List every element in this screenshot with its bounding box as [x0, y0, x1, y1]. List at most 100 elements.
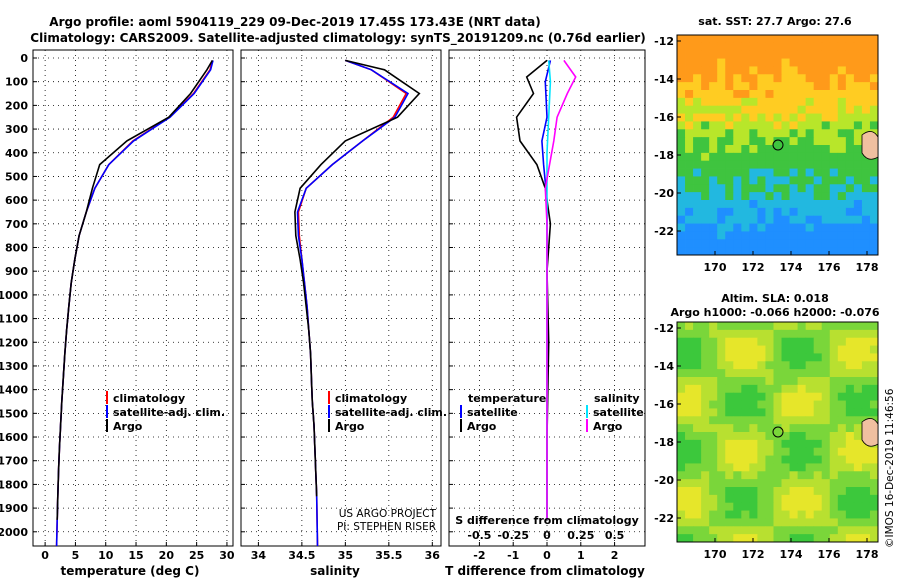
map-cell: [853, 463, 863, 472]
map-cell: [805, 526, 815, 535]
map-cell: [845, 329, 855, 339]
map-cell: [765, 90, 774, 99]
map-cell: [725, 384, 734, 394]
map-cell: [765, 369, 774, 378]
map-cell: [789, 247, 798, 256]
depth-tick-label: 1000: [0, 289, 28, 302]
map-cell: [693, 408, 702, 417]
map-cell: [709, 97, 718, 107]
map-cell: [749, 192, 758, 201]
map-cell: [845, 168, 855, 177]
map-cell: [701, 463, 710, 472]
map-cell: [701, 50, 710, 59]
lat-tick-label: -12: [654, 35, 674, 48]
map-cell: [845, 35, 855, 44]
map-cell: [781, 239, 790, 248]
map-cell: [733, 129, 742, 138]
map-cell: [765, 416, 774, 425]
depth-tick-label: 1600: [0, 431, 28, 444]
map-cell: [837, 74, 847, 83]
map-cell: [845, 247, 855, 256]
map-cell: [693, 160, 702, 169]
map-cell: [701, 129, 710, 138]
map-cell: [821, 439, 831, 449]
map-cell: [693, 239, 702, 248]
map-cell: [797, 479, 807, 488]
depth-tick-label: 100: [5, 76, 28, 89]
map-cell: [765, 463, 774, 472]
map-cell: [845, 384, 855, 394]
map-cell: [845, 113, 855, 122]
map-cell: [805, 424, 815, 433]
map-cell: [789, 322, 798, 331]
map-cell: [709, 455, 718, 464]
map-cell: [733, 184, 742, 193]
map-cell: [749, 345, 758, 354]
map-cell: [749, 215, 758, 224]
map-cell: [805, 361, 815, 370]
map-cell: [677, 184, 686, 193]
legend-label-climatology: climatology: [335, 392, 407, 405]
map-cell: [717, 184, 726, 193]
map-cell: [693, 455, 702, 464]
map-cell: [701, 176, 710, 185]
map-cell: [837, 463, 847, 472]
map-cell: [869, 90, 879, 99]
map-cell: [685, 239, 694, 248]
map-cell: [789, 329, 798, 339]
map-cell: [677, 377, 686, 386]
map-cell: [725, 463, 734, 472]
map-cell: [781, 223, 790, 232]
map-cell: [725, 439, 734, 449]
map-cell: [861, 42, 871, 52]
map-cell: [829, 223, 839, 232]
map-cell: [861, 369, 871, 378]
map-cell: [773, 160, 782, 169]
map-cell: [821, 200, 831, 209]
map-cell: [821, 168, 831, 177]
map-cell: [813, 137, 823, 146]
map-cell: [853, 50, 863, 59]
map-cell: [701, 90, 710, 99]
map-cell: [717, 510, 726, 519]
sla-map: -12 -14 -16 -18 -20 -22 170 172 174 176 178: [654, 321, 879, 561]
map-cell: [861, 502, 871, 511]
map-cell: [837, 345, 847, 354]
map-cell: [805, 129, 815, 138]
map-cell: [861, 50, 871, 59]
map-cell: [757, 384, 766, 394]
map-cell: [757, 137, 766, 146]
map-cell: [733, 400, 742, 409]
map-cell: [869, 329, 879, 339]
map-cell: [725, 97, 734, 107]
map-cell: [749, 408, 758, 417]
map-cell: [821, 463, 831, 472]
map-cell: [853, 176, 863, 185]
map-cell: [693, 145, 702, 154]
map-cell: [829, 192, 839, 201]
map-cell: [749, 113, 758, 122]
depth-tick-label: 1900: [0, 502, 28, 515]
map-cell: [701, 392, 710, 401]
map-cell: [701, 416, 710, 425]
map-cell: [677, 447, 686, 456]
depth-tick-label: 1100: [0, 313, 28, 326]
map-cell: [805, 400, 815, 409]
map-cell: [781, 200, 790, 209]
x-tick-label: 5: [72, 549, 80, 562]
map-cell: [757, 502, 766, 511]
map-cell: [677, 439, 686, 449]
map-cell: [757, 337, 766, 346]
map-cell: [789, 345, 798, 354]
map-cell: [725, 494, 734, 504]
map-cell: [749, 447, 758, 456]
map-cell: [837, 50, 847, 59]
map-cell: [693, 526, 702, 535]
map-cell: [749, 510, 758, 519]
map-cell: [829, 377, 839, 386]
map-cell: [821, 432, 831, 441]
map-cell: [717, 82, 726, 91]
map-cell: [829, 35, 839, 44]
series-line-climatology: [55, 60, 214, 547]
map-cell: [757, 345, 766, 354]
